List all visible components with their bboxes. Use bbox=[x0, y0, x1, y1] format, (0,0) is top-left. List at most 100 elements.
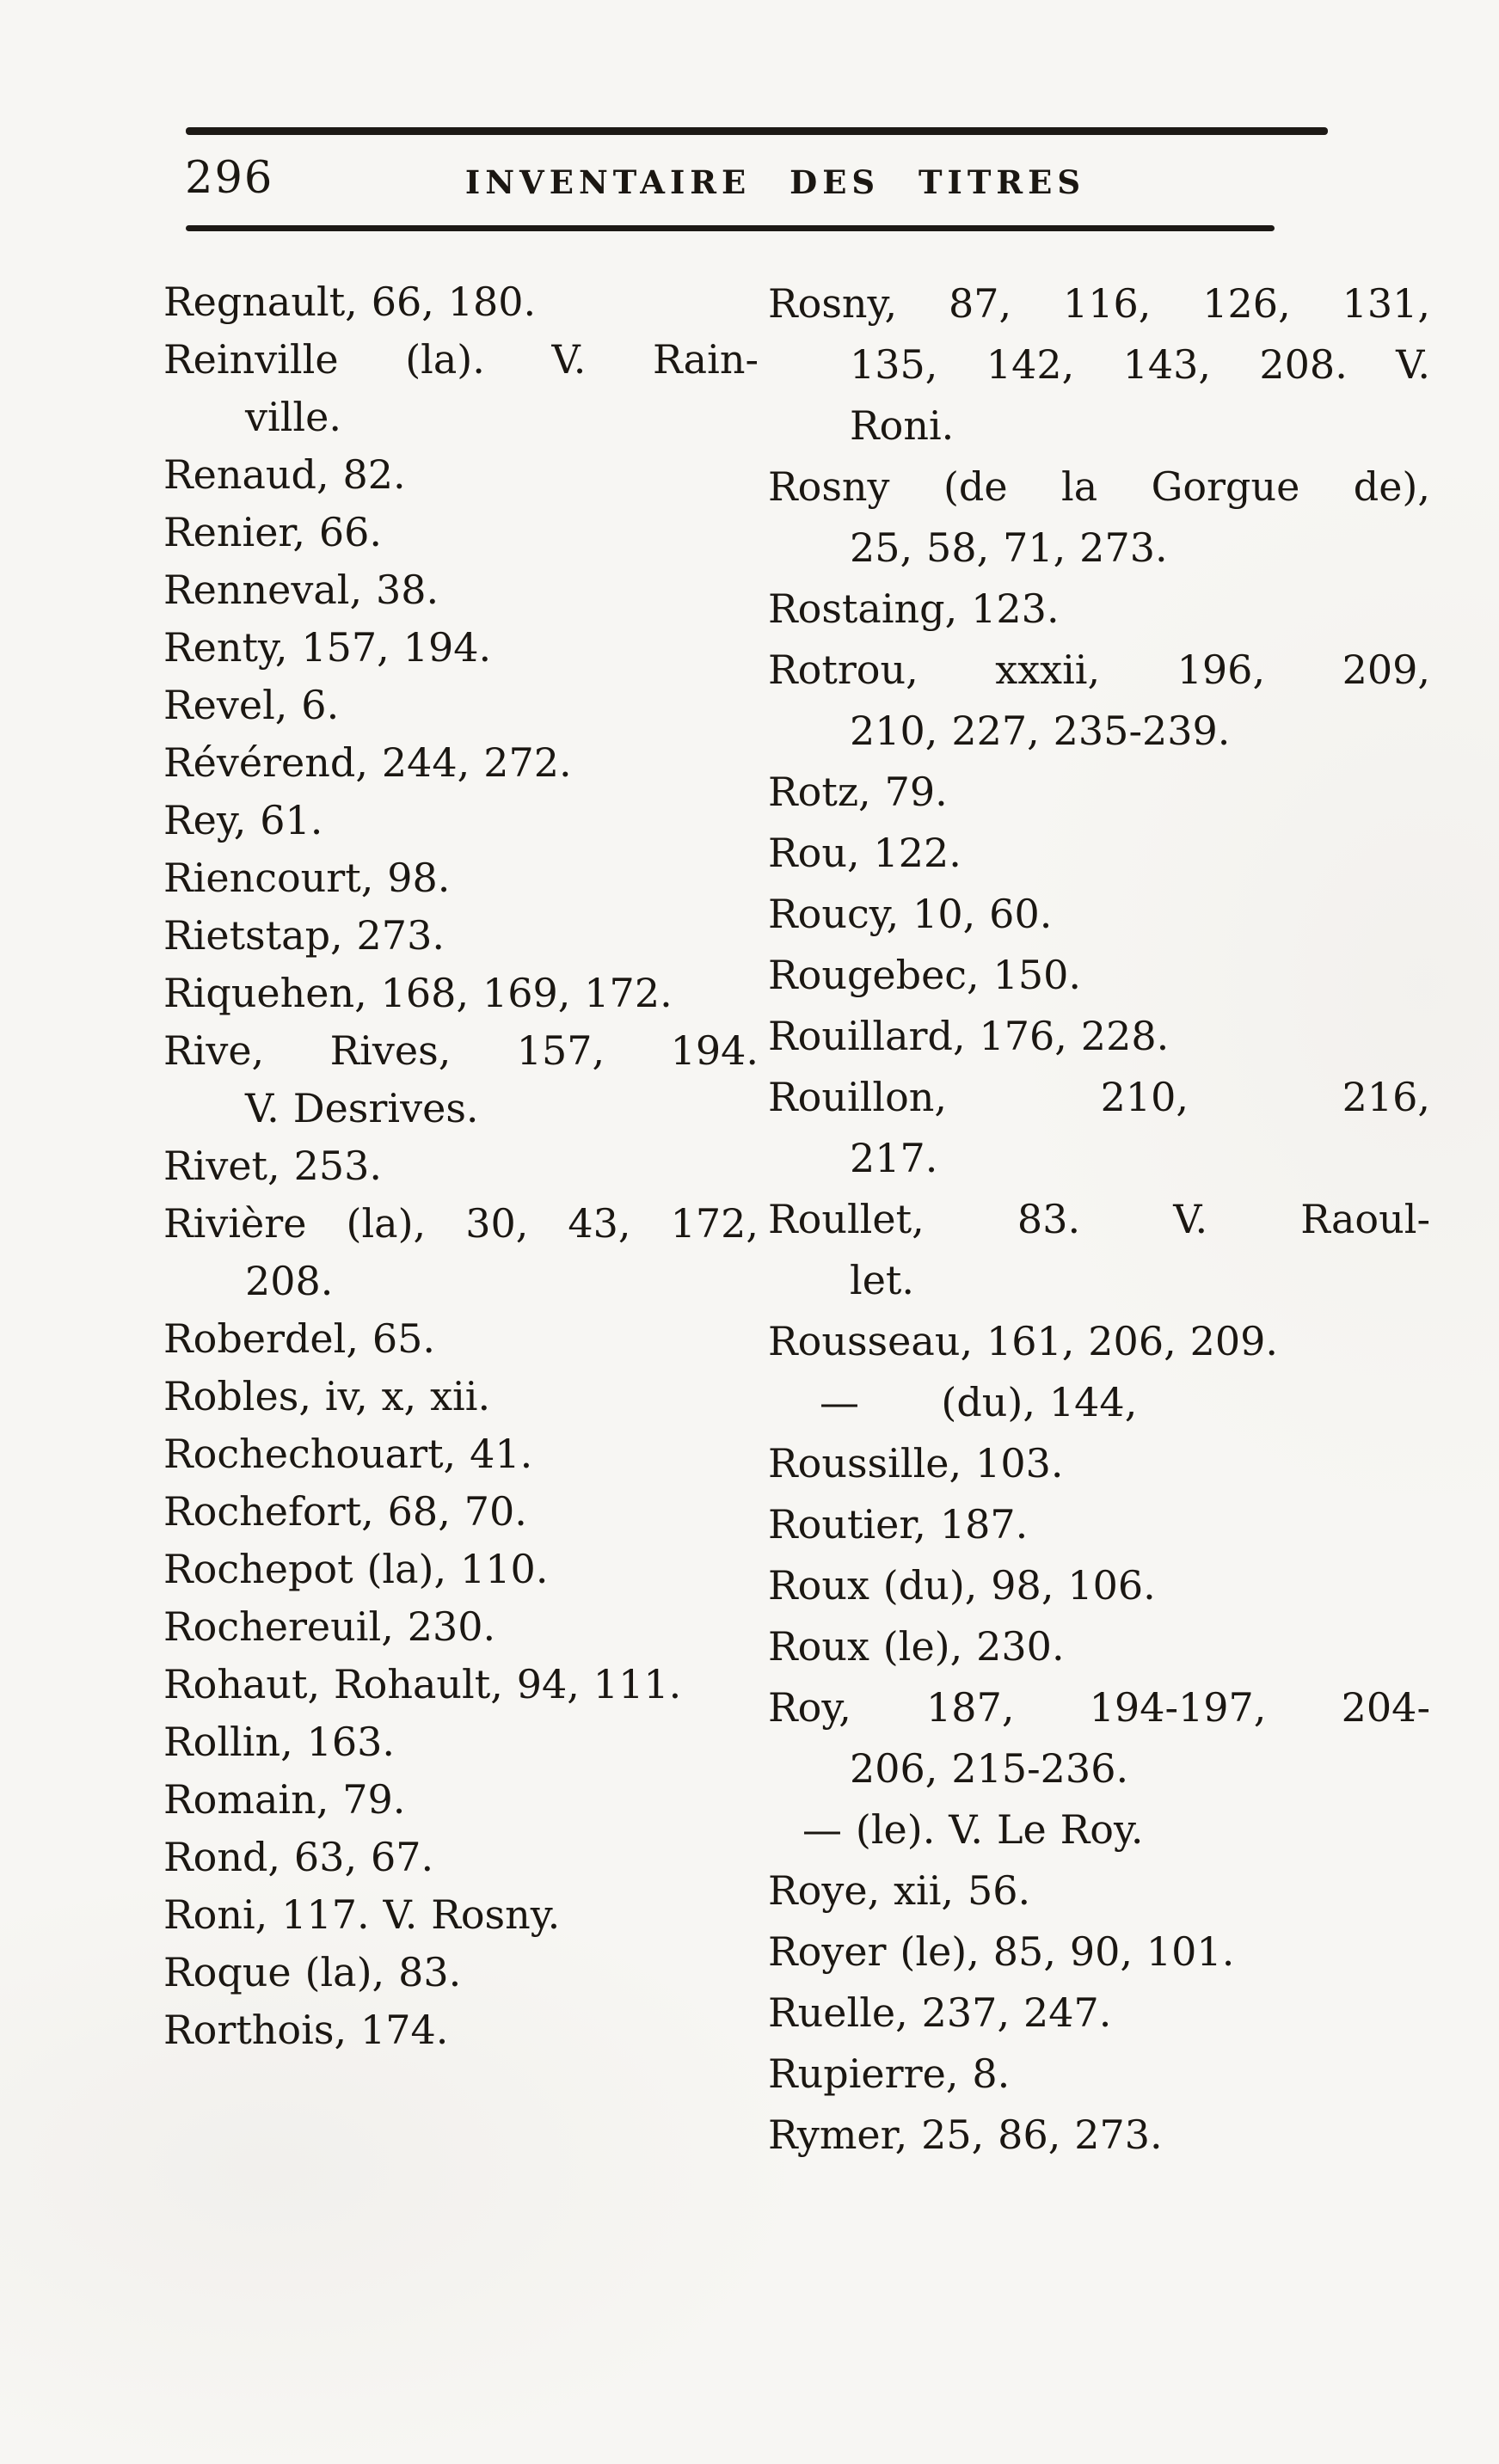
index-entry: Rorthois, 174. bbox=[163, 2001, 759, 2059]
index-line: Roye, xii, 56. bbox=[768, 1867, 1031, 1914]
index-entry: Renaud, 82. bbox=[163, 446, 759, 504]
index-entry: Rochechouart, 41. bbox=[163, 1425, 759, 1483]
index-line: Rupierre, 8. bbox=[768, 2050, 1011, 2097]
index-line: Rymer, 25, 86, 273. bbox=[768, 2112, 1163, 2158]
index-line: Roux (le), 230. bbox=[768, 1623, 1065, 1670]
index-line: Routier, 187. bbox=[768, 1501, 1029, 1548]
running-head: INVENTAIRE DES TITRES bbox=[464, 163, 1086, 201]
index-entry: Rollin, 163. bbox=[163, 1713, 759, 1771]
index-line: Renier, 66. bbox=[163, 509, 383, 555]
index-entry: Romain, 79. bbox=[163, 1771, 759, 1829]
index-entry: Roberdel, 65. bbox=[163, 1310, 759, 1368]
index-entry: Rou, 122. bbox=[768, 823, 1430, 884]
index-line: Rorthois, 174. bbox=[163, 2007, 449, 2053]
index-line: Rosny, 87, 116, 126, 131, bbox=[768, 280, 1430, 327]
index-entry: — (le). V. Le Roy. bbox=[768, 1799, 1430, 1860]
index-line: Rivet, 253. bbox=[163, 1143, 382, 1189]
index-line: Rostaing, 123. bbox=[768, 585, 1060, 632]
index-column-right: Rosny, 87, 116, 126, 131, 135, 142, 143, … bbox=[768, 273, 1430, 2166]
index-line: Rosny (de la Gorgue de), bbox=[768, 463, 1430, 510]
index-line: Robles, iv, x, xii. bbox=[163, 1373, 491, 1419]
index-entry: Routier, 187. bbox=[768, 1494, 1430, 1555]
index-entry: Ruelle, 237, 247. bbox=[768, 1983, 1430, 2044]
index-line: Royer (le), 85, 90, 101. bbox=[768, 1928, 1235, 1975]
index-line: Rochechouart, 41. bbox=[163, 1431, 533, 1477]
index-entry: Roque (la), 83. bbox=[163, 1944, 759, 2001]
index-line: Roque (la), 83. bbox=[163, 1949, 462, 1995]
index-column-left: Regnault, 66, 180. Reinville (la). V. Rai… bbox=[163, 273, 759, 2059]
index-line: Renaud, 82. bbox=[163, 451, 406, 498]
index-line: Roullet, 83. V. Raoul- bbox=[768, 1196, 1430, 1242]
index-line: Roussille, 103. bbox=[768, 1440, 1064, 1486]
index-line: 135, 142, 143, 208. V. bbox=[850, 341, 1430, 388]
index-entry: Rey, 61. bbox=[163, 792, 759, 849]
index-entry: Rouillard, 176, 228. bbox=[768, 1006, 1430, 1067]
index-line: Rivière (la), 30, 43, 172, bbox=[163, 1200, 759, 1247]
index-entry: Roullet, 83. V. Raoul-let. bbox=[768, 1189, 1430, 1311]
index-entry: — (du), 144, bbox=[768, 1372, 1430, 1433]
index-entry: Revel, 6. bbox=[163, 677, 759, 734]
index-entry: Rymer, 25, 86, 273. bbox=[768, 2105, 1430, 2166]
index-line: — (le). V. Le Roy. bbox=[802, 1806, 1144, 1853]
index-line: Rietstap, 273. bbox=[163, 912, 445, 959]
index-entry: Rotz, 79. bbox=[768, 762, 1430, 823]
index-entry: Riquehen, 168, 169, 172. bbox=[163, 965, 759, 1022]
index-line: Roy, 187, 194-197, 204- bbox=[768, 1684, 1430, 1731]
index-line: Rive, Rives, 157, 194. bbox=[163, 1027, 759, 1074]
index-line: let. bbox=[850, 1257, 915, 1303]
index-line: Rond, 63, 67. bbox=[163, 1834, 434, 1880]
index-line: 206, 215-236. bbox=[850, 1745, 1129, 1792]
index-entry: Rougebec, 150. bbox=[768, 945, 1430, 1006]
index-line: Romain, 79. bbox=[163, 1776, 406, 1823]
index-entry: Roni, 117. V. Rosny. bbox=[163, 1886, 759, 1944]
index-entry: Rive, Rives, 157, 194. V. Desrives. bbox=[163, 1022, 759, 1137]
index-line: Rouillon, 210, 216, bbox=[768, 1074, 1430, 1120]
index-line: Rougebec, 150. bbox=[768, 952, 1082, 998]
index-line: Rotz, 79. bbox=[768, 769, 948, 815]
index-line: V. Desrives. bbox=[245, 1085, 479, 1131]
index-entry: Rond, 63, 67. bbox=[163, 1829, 759, 1886]
index-line: Rotrou, xxxii, 196, 209, bbox=[768, 647, 1430, 693]
index-line: Regnault, 66, 180. bbox=[163, 279, 537, 325]
index-line: Rey, 61. bbox=[163, 797, 323, 843]
index-entry: Rosny (de la Gorgue de), 25, 58, 71, 273. bbox=[768, 457, 1430, 579]
page-number: 296 bbox=[185, 153, 274, 204]
index-entry: Roye, xii, 56. bbox=[768, 1860, 1430, 1922]
index-entry: Rochefort, 68, 70. bbox=[163, 1483, 759, 1541]
index-line: ville. bbox=[245, 394, 341, 440]
index-line: Roucy, 10, 60. bbox=[768, 891, 1053, 937]
index-entry: Roux (le), 230. bbox=[768, 1616, 1430, 1677]
index-line: Rochereuil, 230. bbox=[163, 1603, 496, 1650]
index-entry: Rochepot (la), 110. bbox=[163, 1541, 759, 1598]
index-entry: Rivet, 253. bbox=[163, 1137, 759, 1195]
index-line: Rouillard, 176, 228. bbox=[768, 1013, 1170, 1059]
index-entry: Rouillon, 210, 216, 217. bbox=[768, 1067, 1430, 1189]
index-entry: Riencourt, 98. bbox=[163, 849, 759, 907]
index-line: Renty, 157, 194. bbox=[163, 624, 492, 671]
index-entry: Renneval, 38. bbox=[163, 561, 759, 619]
index-line: 217. bbox=[850, 1135, 938, 1181]
index-line: Rochepot (la), 110. bbox=[163, 1546, 549, 1592]
index-entry: Renier, 66. bbox=[163, 504, 759, 561]
index-line: Ruelle, 237, 247. bbox=[768, 1989, 1112, 2036]
index-line: Rousseau, 161, 206, 209. bbox=[768, 1318, 1279, 1364]
index-entry: Rotrou, xxxii, 196, 209, 210, 227, 235-23… bbox=[768, 640, 1430, 762]
index-line: 208. bbox=[245, 1258, 334, 1304]
index-entry: Rostaing, 123. bbox=[768, 579, 1430, 640]
index-line: Revel, 6. bbox=[163, 682, 340, 728]
index-line: Reinville (la). V. Rain- bbox=[163, 336, 759, 383]
index-entry: Rousseau, 161, 206, 209. bbox=[768, 1311, 1430, 1372]
index-entry: Rietstap, 273. bbox=[163, 907, 759, 965]
index-entry: Rohaut, Rohault, 94, 111. bbox=[163, 1656, 759, 1713]
index-entry: Roux (du), 98, 106. bbox=[768, 1555, 1430, 1616]
index-line: — (du), 144, bbox=[820, 1379, 1138, 1425]
index-line: Roberdel, 65. bbox=[163, 1315, 436, 1362]
index-entry: Roy, 187, 194-197, 204- 206, 215-236. bbox=[768, 1677, 1430, 1799]
index-entry: Robles, iv, x, xii. bbox=[163, 1368, 759, 1425]
index-entry: Rosny, 87, 116, 126, 131, 135, 142, 143, … bbox=[768, 273, 1430, 457]
index-line: Rou, 122. bbox=[768, 830, 961, 876]
index-line: Riquehen, 168, 169, 172. bbox=[163, 970, 673, 1016]
index-entry: Roucy, 10, 60. bbox=[768, 884, 1430, 945]
index-entry: Roussille, 103. bbox=[768, 1433, 1430, 1494]
